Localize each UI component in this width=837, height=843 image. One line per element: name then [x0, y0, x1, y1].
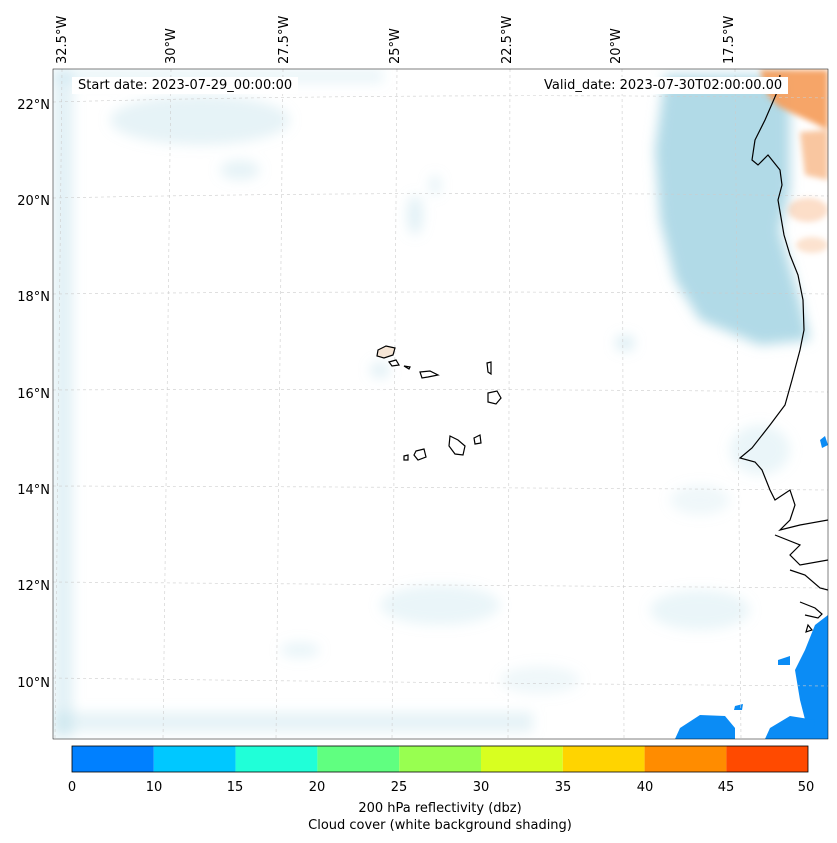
colorbar-label: 200 hPa reflectivity (dbz) — [358, 801, 522, 816]
lat-label: 20°N — [17, 194, 50, 209]
lat-label: 12°N — [17, 579, 50, 594]
start-date-label: Start date: 2023-07-29_00:00:00 — [72, 77, 299, 94]
colorbar-tick-label: 0 — [67, 780, 77, 795]
colorbar-segment-0 — [72, 746, 154, 772]
colorbar-sublabel: Cloud cover (white background shading) — [308, 818, 572, 833]
colorbar-segment-6 — [562, 746, 645, 772]
lon-label: 27.5°W — [277, 15, 292, 64]
cape-verde-islands — [376, 345, 502, 461]
colorbar-tick-label: 10 — [145, 780, 163, 795]
lat-label: 10°N — [17, 676, 50, 691]
colorbar-segment-5 — [481, 746, 563, 772]
colorbar-tick-label: 25 — [390, 780, 408, 795]
colorbar-tick-label: 50 — [797, 780, 815, 795]
colorbar-segment-1 — [153, 746, 236, 772]
coastline — [738, 74, 828, 633]
colorbar-segment-7 — [644, 746, 727, 772]
colorbar-segment-2 — [235, 746, 318, 772]
colorbar-tick-label: 35 — [554, 780, 572, 795]
colorbar-segment-3 — [317, 746, 400, 772]
lon-label: 32.5°W — [55, 15, 70, 64]
lon-label: 17.5°W — [722, 15, 737, 64]
colorbar-tick-label: 45 — [717, 780, 735, 795]
lon-label: 25°W — [388, 28, 403, 64]
lon-label: 30°W — [164, 28, 179, 64]
lon-label: 22.5°W — [500, 15, 515, 64]
lat-label: 22°N — [17, 98, 50, 113]
colorbar-segment-4 — [399, 746, 481, 772]
colorbar-tick-label: 20 — [308, 780, 326, 795]
graticule — [53, 69, 828, 739]
lat-label: 16°N — [17, 387, 50, 402]
colorbar-tick-label: 15 — [226, 780, 244, 795]
map-frame — [52, 68, 829, 740]
colorbar-segment-8 — [726, 746, 808, 772]
cloud-cover-shading — [53, 69, 810, 739]
lat-label: 14°N — [17, 483, 50, 498]
map-area — [53, 69, 828, 739]
lat-label: 18°N — [17, 290, 50, 305]
colorbar — [71, 745, 809, 773]
colorbar-tick-label: 40 — [636, 780, 654, 795]
reflectivity-blue — [675, 436, 828, 739]
lon-label: 20°W — [609, 28, 624, 64]
valid-date-label: Valid_date: 2023-07-30T02:00:00.00 — [538, 77, 789, 94]
colorbar-tick-label: 30 — [472, 780, 490, 795]
